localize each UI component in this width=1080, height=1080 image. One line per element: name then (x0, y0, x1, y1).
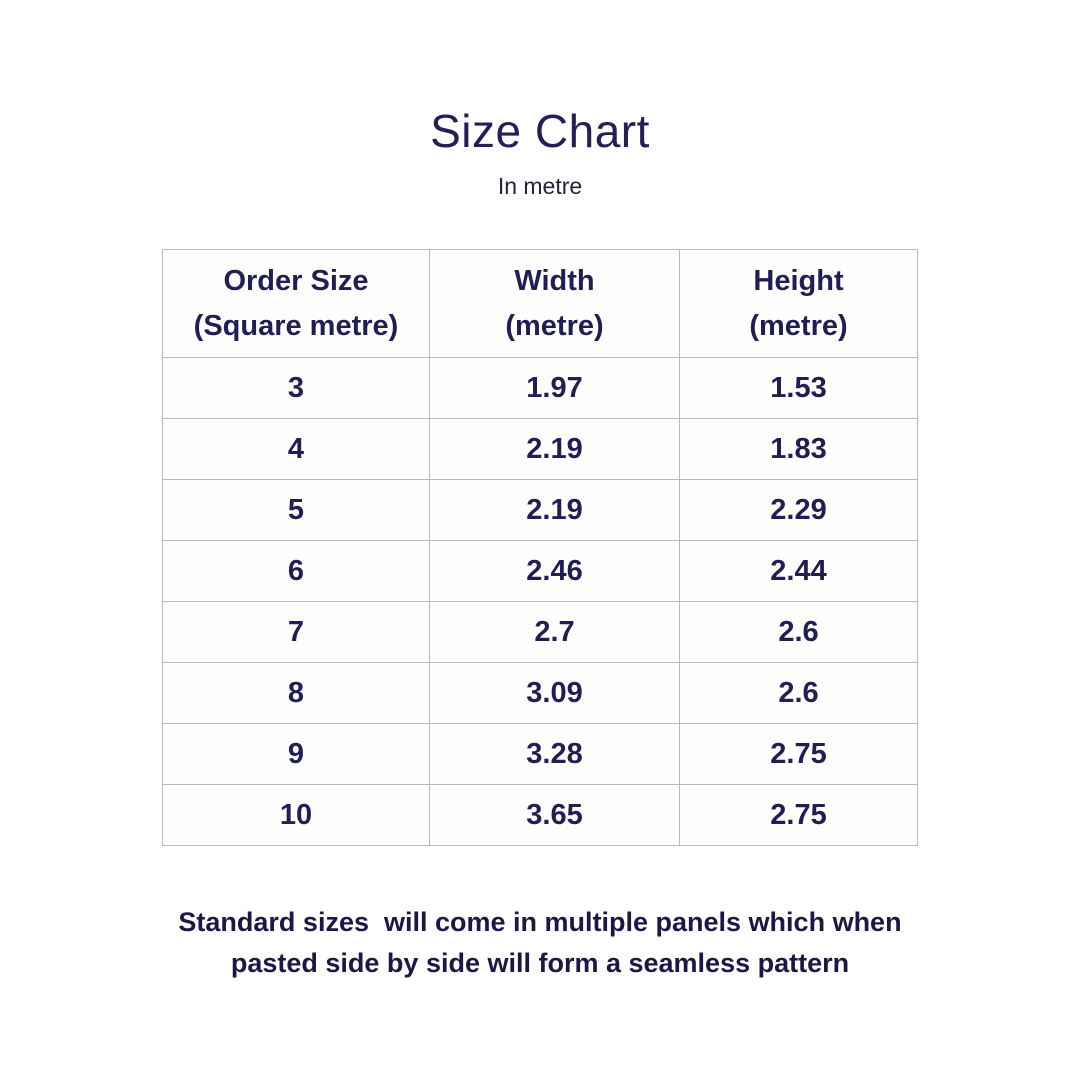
table-row: 9 3.28 2.75 (162, 723, 918, 785)
cell-width: 3.28 (429, 723, 680, 785)
cell-height: 1.83 (679, 418, 918, 480)
footer-note-line1: Standard sizes will come in multiple pan… (178, 907, 902, 937)
cell-height: 2.6 (679, 662, 918, 724)
cell-order-size: 4 (162, 418, 430, 480)
page-subtitle: In metre (497, 173, 583, 199)
cell-order-size: 5 (162, 479, 430, 541)
cell-width: 3.65 (429, 784, 680, 846)
cell-height: 1.53 (679, 357, 918, 419)
table-row: 3 1.97 1.53 (162, 357, 918, 419)
column-header-line: (Square metre) (193, 309, 399, 342)
cell-height: 2.75 (679, 723, 918, 785)
column-header-line: (metre) (505, 309, 604, 342)
table-row: 7 2.7 2.6 (162, 601, 918, 663)
column-header-line: Order Size (223, 264, 369, 297)
cell-width: 2.19 (429, 418, 680, 480)
table-row: 10 3.65 2.75 (162, 784, 918, 846)
table-row: 5 2.19 2.29 (162, 479, 918, 541)
table-row: 8 3.09 2.6 (162, 662, 918, 724)
column-header-line: (metre) (749, 309, 848, 342)
column-header-order-size: Order Size (Square metre) (162, 249, 430, 358)
column-header-height: Height (metre) (679, 249, 918, 358)
cell-width: 2.7 (429, 601, 680, 663)
footer-note-line2: pasted side by side will form a seamless… (230, 948, 850, 978)
cell-height: 2.44 (679, 540, 918, 602)
cell-order-size: 3 (162, 357, 430, 419)
cell-width: 3.09 (429, 662, 680, 724)
column-header-line: Height (753, 264, 844, 297)
table-row: 4 2.19 1.83 (162, 418, 918, 480)
cell-order-size: 10 (162, 784, 430, 846)
column-header-width: Width (metre) (429, 249, 680, 358)
cell-width: 2.19 (429, 479, 680, 541)
cell-order-size: 9 (162, 723, 430, 785)
cell-order-size: 8 (162, 662, 430, 724)
cell-height: 2.29 (679, 479, 918, 541)
cell-height: 2.6 (679, 601, 918, 663)
size-table: Order Size (Square metre) Width (metre) … (162, 249, 918, 846)
cell-width: 2.46 (429, 540, 680, 602)
cell-width: 1.97 (429, 357, 680, 419)
cell-order-size: 7 (162, 601, 430, 663)
table-header-row: Order Size (Square metre) Width (metre) … (162, 249, 918, 358)
footer-note: Standard sizes will come in multiple pan… (0, 902, 1080, 984)
cell-order-size: 6 (162, 540, 430, 602)
cell-height: 2.75 (679, 784, 918, 846)
page-title: Size Chart (430, 105, 650, 157)
column-header-line: Width (514, 264, 595, 297)
table-row: 6 2.46 2.44 (162, 540, 918, 602)
